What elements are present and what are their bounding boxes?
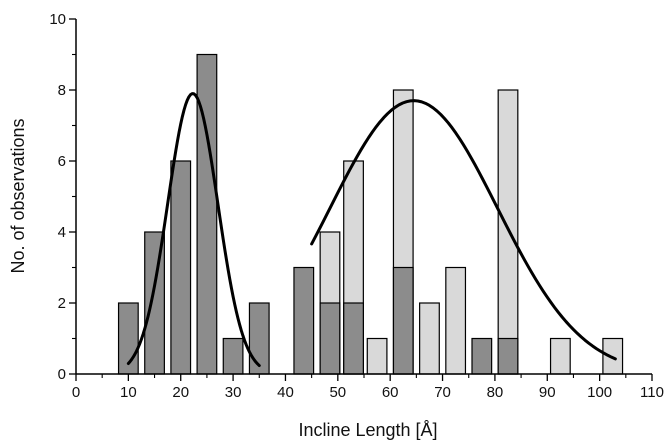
bar-series1-2	[170, 160, 192, 375]
x-tick-label-4: 40	[277, 384, 294, 401]
x-tick-label-2: 20	[172, 384, 189, 401]
bar-series1-7	[319, 302, 341, 375]
bar-series1-4	[222, 337, 244, 375]
bars-layer	[117, 53, 624, 375]
bar-series1-6	[293, 266, 315, 375]
x-tick-label-10: 100	[587, 384, 612, 401]
y-tick-label-0: 0	[58, 366, 66, 383]
x-tick-label-7: 70	[434, 384, 451, 401]
fits-layer	[126, 92, 617, 368]
bar-series1-11	[497, 337, 519, 375]
y-tick-label-3: 6	[58, 153, 66, 170]
fit-curve-1	[310, 99, 617, 361]
bar-series0-5	[445, 266, 467, 375]
x-tick-label-9: 90	[539, 384, 556, 401]
bar-series0-7	[549, 337, 571, 375]
bar-series0-2	[366, 337, 388, 375]
x-tick-label-5: 50	[329, 384, 346, 401]
x-tick-label-6: 60	[382, 384, 399, 401]
x-tick-label-0: 0	[72, 384, 80, 401]
x-tick-label-3: 30	[225, 384, 242, 401]
x-tick-label-8: 80	[487, 384, 504, 401]
fit-curve-0	[126, 92, 261, 368]
y-tick-label-4: 8	[58, 82, 66, 99]
x-tick-label-11: 110	[640, 384, 664, 401]
x-tick-label-1: 10	[120, 384, 137, 401]
x-axis-title: Incline Length [Å]	[298, 420, 437, 440]
y-tick-label-1: 2	[58, 295, 66, 312]
bar-series1-10	[471, 337, 493, 375]
bar-series1-9	[392, 266, 414, 375]
y-axis-title: No. of observations	[8, 118, 28, 273]
bar-series0-4	[419, 302, 440, 375]
y-tick-label-2: 4	[58, 224, 66, 241]
y-tick-label-5: 10	[49, 11, 66, 28]
bar-series1-5	[248, 302, 270, 375]
bar-series1-8	[343, 302, 364, 375]
ticks-layer: 0 10 20 30 40 50 60 70 80 90 100 110 0 2 4 6 8 10	[49, 11, 664, 401]
